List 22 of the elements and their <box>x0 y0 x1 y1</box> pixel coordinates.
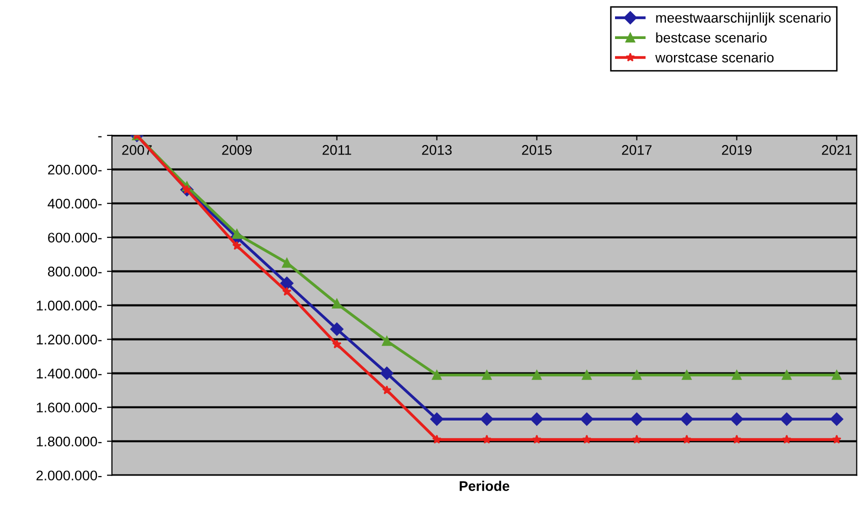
legend-label: worstcase scenario <box>655 52 774 62</box>
y-tick-label: 200.000- <box>48 164 102 175</box>
legend-label: bestcase scenario <box>656 32 767 43</box>
x-tick-label: 2021 <box>822 145 852 155</box>
y-tick-label: 600.000- <box>48 232 102 243</box>
legend-label: meestwaarschijnlijk scenario <box>656 12 831 26</box>
y-tick-label: 1.600.000- <box>36 402 102 412</box>
x-tick-label: 2009 <box>222 145 252 155</box>
y-tick-label: 400.000- <box>48 198 102 209</box>
x-tick-label: 2015 <box>522 145 552 155</box>
y-tick-label: - <box>98 136 102 138</box>
y-tick-label: 1.200.000- <box>36 334 102 344</box>
x-axis-title: Periode <box>460 480 510 491</box>
y-tick-label: 2.000.000- <box>36 470 102 480</box>
y-tick-label: 1.000.000- <box>36 300 102 310</box>
y-tick-label: 1.400.000- <box>36 368 102 378</box>
x-tick-label: 2013 <box>422 145 452 155</box>
x-tick-label: 2019 <box>722 145 752 155</box>
y-tick-label: 1.800.000- <box>36 436 102 446</box>
x-tick-label: 2011 <box>322 145 352 155</box>
y-tick-label: 800.000- <box>48 266 102 277</box>
x-tick-label: 2017 <box>622 145 652 155</box>
